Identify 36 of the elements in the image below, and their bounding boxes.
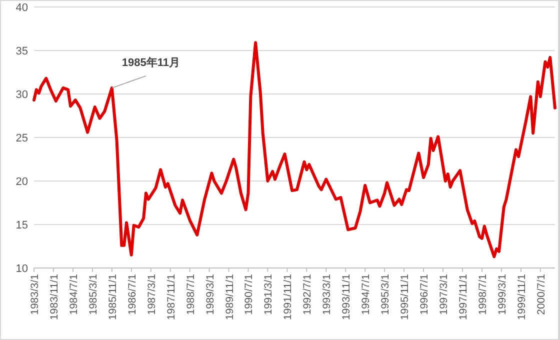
y-tick-label: 30 <box>16 89 28 101</box>
y-tick-label: 40 <box>16 2 28 14</box>
x-tick-label: 1985/3/1 <box>87 274 100 315</box>
x-tick-label: 1986/7/1 <box>126 274 138 315</box>
x-tick-label: 1995/3/1 <box>380 274 392 315</box>
x-tick-label: 1993/3/1 <box>321 274 334 315</box>
x-tick-label: 1996/7/1 <box>418 274 431 315</box>
x-tick-label: 1983/11/1 <box>48 274 60 320</box>
x-tick-label: 1999/3/1 <box>496 274 508 315</box>
x-tick-label: 1990/7/1 <box>243 274 256 315</box>
x-tick-label: 2000/7/1 <box>535 274 548 315</box>
line-series <box>32 41 556 258</box>
x-tick-label: 1989/11/1 <box>224 274 236 320</box>
y-tick-label: 25 <box>16 132 28 144</box>
x-tick-label: 1997/11/1 <box>457 274 470 320</box>
x-tick-label: 1998/7/1 <box>476 274 489 315</box>
x-tick-label: 1991/3/1 <box>262 274 275 315</box>
x-tick-label: 1984/7/1 <box>68 274 80 315</box>
y-tick-label: 15 <box>16 220 28 232</box>
x-tick-label: 1992/7/1 <box>302 274 314 315</box>
x-tick-label: 1987/11/1 <box>165 274 178 320</box>
x-tick-label: 1988/7/1 <box>184 274 197 315</box>
annotation: 1985年11月 <box>122 56 180 69</box>
x-tick-label: 1985/11/1 <box>106 274 119 320</box>
x-tick-label: 1989/3/1 <box>204 274 216 315</box>
x-tick-label: 1999/11/1 <box>516 274 528 320</box>
y-tick-label: 35 <box>16 46 28 58</box>
x-tick-label: 1995/11/1 <box>399 274 412 320</box>
y-tick-label: 10 <box>16 263 28 275</box>
x-tick-label: 1987/3/1 <box>146 274 158 315</box>
x-tick-label: 1983/3/1 <box>29 274 41 315</box>
x-tick-label: 1997/3/1 <box>438 274 450 315</box>
x-tick-label: 1994/7/1 <box>360 274 372 315</box>
x-tick-label: 1991/11/1 <box>282 274 294 320</box>
y-tick-label: 20 <box>16 176 28 188</box>
x-tick-label: 1993/11/1 <box>340 274 353 320</box>
